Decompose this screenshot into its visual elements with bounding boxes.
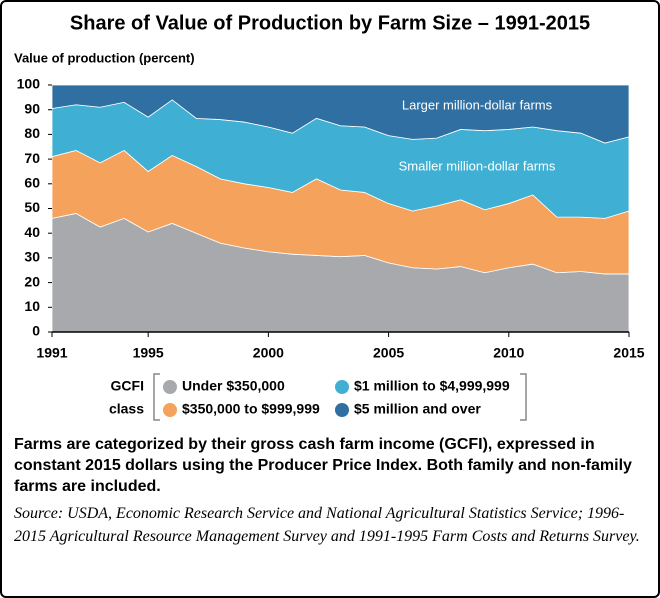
y-tick-label: 0 — [32, 323, 40, 339]
legend-swatch — [163, 403, 177, 417]
y-tick-label: 90 — [24, 100, 40, 116]
legend-swatch — [335, 403, 349, 417]
note: Farms are categorized by their gross cas… — [14, 436, 632, 495]
legend-label: $5 million and over — [354, 401, 481, 417]
legend-swatch — [335, 380, 349, 394]
y-tick-label: 50 — [24, 199, 40, 215]
y-tick-label: 30 — [24, 249, 40, 265]
chart-title: Share of Value of Production by Farm Siz… — [70, 12, 590, 34]
x-tick-label: 1991 — [36, 345, 67, 361]
x-tick-label: 2005 — [373, 345, 404, 361]
y-tick-label: 40 — [24, 224, 40, 240]
x-tick-label: 2010 — [493, 345, 524, 361]
x-tick-label: 2015 — [613, 345, 644, 361]
legend-label: $1 million to $4,999,999 — [354, 378, 510, 394]
x-tick-label: 1995 — [133, 345, 164, 361]
annotation: Larger million-dollar farms — [402, 97, 553, 112]
x-tick-label: 2000 — [253, 345, 284, 361]
legend-bracket — [153, 373, 160, 421]
legend-swatch — [163, 380, 177, 394]
y-axis-label: Value of production (percent) — [14, 50, 195, 65]
legend-bracket — [520, 373, 527, 421]
y-tick-label: 80 — [24, 125, 40, 141]
chart: Share of Value of Production by Farm Siz… — [14, 12, 645, 421]
legend-label: $350,000 to $999,999 — [182, 401, 320, 417]
annotation: Smaller million-dollar farms — [399, 158, 556, 173]
legend-label: Under $350,000 — [182, 378, 285, 394]
y-tick-label: 20 — [24, 273, 40, 289]
legend-title: GCFI — [111, 378, 144, 394]
source: Source: USDA, Economic Research Service … — [14, 505, 640, 545]
y-tick-label: 100 — [17, 76, 41, 92]
y-tick-label: 70 — [24, 150, 40, 166]
y-tick-label: 10 — [24, 298, 40, 314]
legend-title: class — [109, 401, 144, 417]
area — [51, 84, 630, 144]
y-tick-label: 60 — [24, 175, 40, 191]
